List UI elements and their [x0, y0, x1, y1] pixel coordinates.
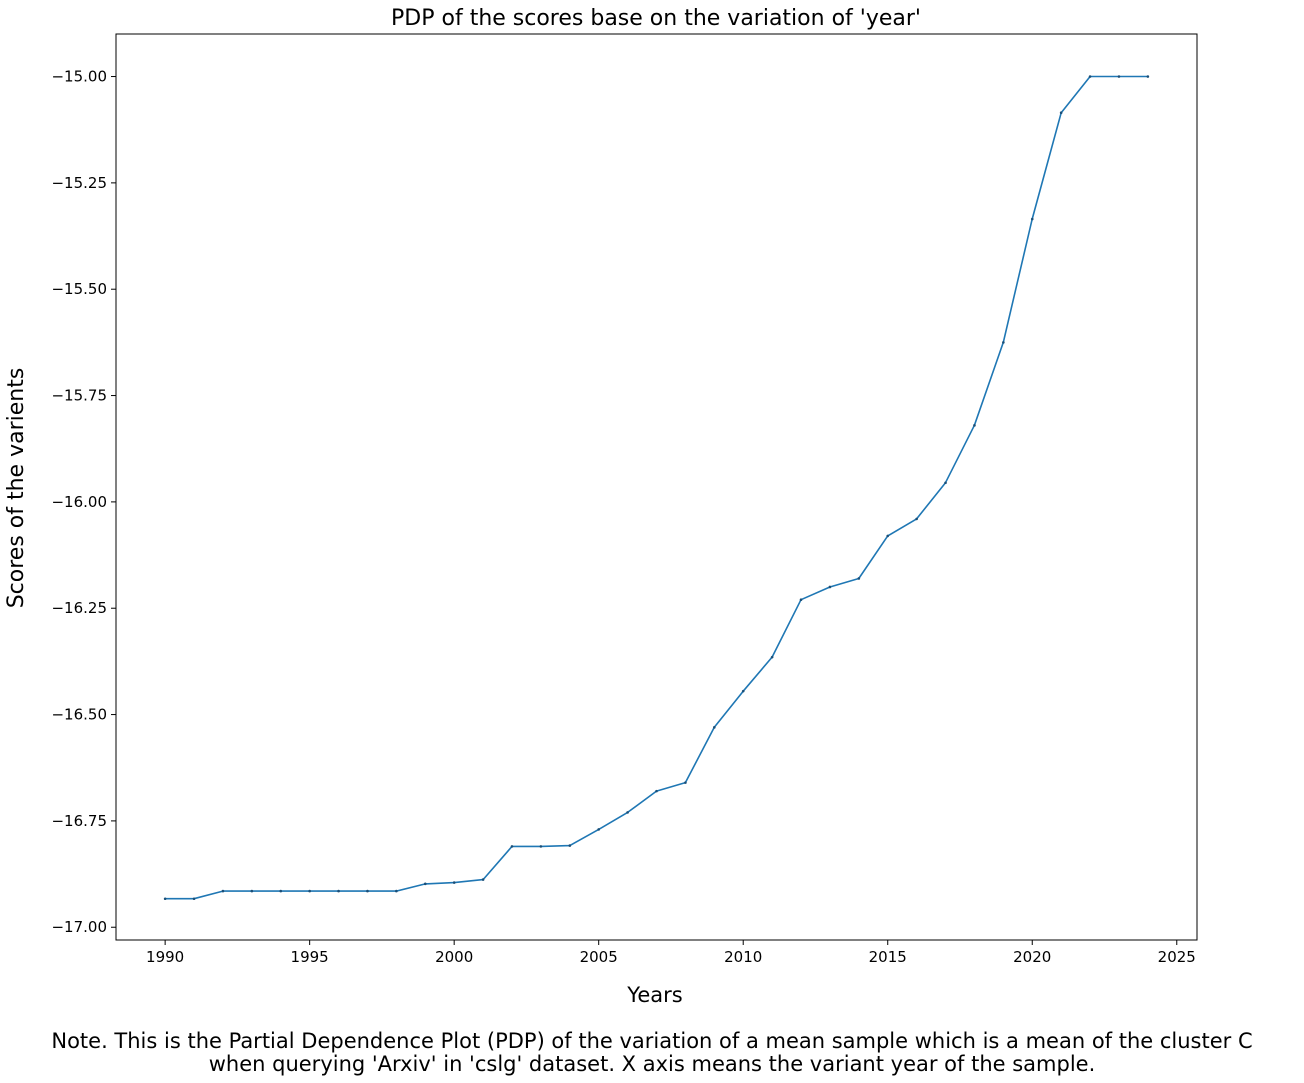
data-point	[626, 811, 629, 814]
data-point	[1030, 217, 1034, 221]
y-tick-label: −16.00	[51, 493, 107, 511]
data-point	[308, 889, 311, 893]
data-point	[568, 844, 572, 847]
data-point	[192, 897, 196, 901]
data-point	[770, 655, 774, 659]
pdp-line-chart: PDP of the scores base on the variation …	[4, 6, 1198, 1007]
data-point	[973, 424, 976, 427]
figure-note-line-2: when querying 'Arxiv' in 'cslg' dataset.…	[208, 1052, 1096, 1076]
data-point	[1088, 75, 1092, 78]
data-point	[1146, 75, 1150, 78]
data-point	[423, 882, 427, 886]
data-point	[597, 828, 600, 831]
data-point	[366, 889, 369, 893]
x-tick-label: 1995	[291, 948, 329, 966]
data-point	[886, 534, 890, 538]
data-point	[741, 689, 745, 693]
data-point	[915, 517, 918, 521]
x-axis: 1990 1995 2000 2005 2010 2015 2020 2025	[146, 940, 1196, 966]
chart-title: PDP of the scores base on the variation …	[391, 6, 921, 31]
data-point	[1117, 75, 1121, 78]
data-point	[452, 881, 456, 884]
y-tick-label: −16.25	[51, 599, 107, 617]
data-point	[799, 598, 803, 602]
data-point	[539, 845, 543, 848]
data-point	[684, 781, 687, 784]
data-point	[163, 897, 167, 901]
y-tick-label: −15.25	[51, 174, 107, 192]
x-tick-label: 2000	[435, 948, 473, 966]
data-point	[510, 845, 514, 848]
x-tick-label: 2020	[1013, 948, 1051, 966]
data-point	[337, 889, 340, 893]
plot-area	[163, 75, 1150, 901]
series-line	[165, 75, 1148, 900]
data-point	[655, 789, 658, 793]
y-axis-label: Scores of the varients	[4, 368, 29, 609]
x-tick-label: 2010	[724, 948, 762, 966]
x-tick-label: 2015	[869, 948, 907, 966]
figure-note-line-1: Note. This is the Partial Dependence Plo…	[51, 1029, 1253, 1053]
data-point	[395, 889, 398, 893]
y-tick-label: −17.00	[51, 918, 107, 936]
data-point	[250, 889, 254, 893]
data-point	[828, 585, 832, 589]
y-tick-label: −15.50	[51, 280, 107, 298]
x-tick-label: 2005	[580, 948, 618, 966]
data-point	[279, 889, 283, 893]
y-tick-label: −16.50	[51, 706, 107, 724]
y-tick-label: −16.75	[51, 812, 107, 830]
x-tick-label: 2025	[1158, 948, 1196, 966]
data-point	[481, 878, 485, 881]
data-point	[1002, 341, 1005, 344]
data-point	[857, 577, 861, 580]
y-tick-label: −15.75	[51, 387, 107, 405]
data-point	[1059, 111, 1063, 114]
data-point	[944, 481, 947, 485]
y-tick-label: −15.00	[51, 68, 107, 86]
data-point	[713, 726, 716, 729]
x-tick-label: 1990	[146, 948, 184, 966]
data-point	[221, 889, 225, 893]
x-axis-label: Years	[626, 983, 682, 1007]
y-axis: −15.00 −15.25 −15.50 −15.75 −16.00 −16.25 −16.…	[51, 68, 116, 936]
plot-frame	[115, 33, 1198, 941]
